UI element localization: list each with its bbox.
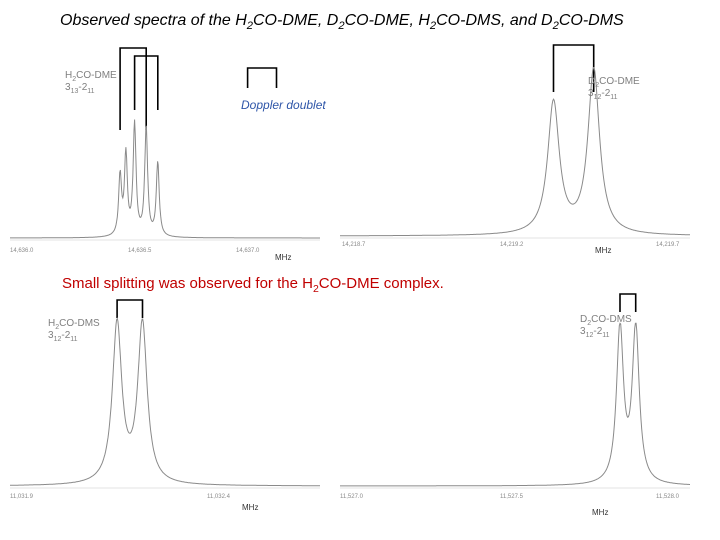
bracket-group	[116, 299, 144, 318]
transition-label: 313-211	[65, 82, 95, 95]
species-name: H2CO-DME	[65, 70, 117, 83]
x-axis-unit: MHz	[592, 508, 608, 517]
splitting-note: Small splitting was observed for the H2C…	[62, 275, 444, 295]
transition-label: 312-211	[48, 330, 78, 343]
splitting-bracket	[552, 44, 595, 92]
x-tick-label: 14,636.0	[10, 248, 34, 254]
transition-label: 312-211	[588, 88, 618, 101]
spectrum-trace	[10, 317, 320, 487]
x-tick-label: 11,032.4	[207, 494, 231, 500]
species-label: H2CO-DMS 312-211	[48, 318, 100, 343]
bracket-group	[552, 44, 595, 92]
spectrum-panel-d2co-dme: 14,218.7 14,219.2 14,219.7 MHz D2CO-DME …	[340, 40, 690, 265]
slide-title: Observed spectra of the H2CO-DME, D2CO-D…	[60, 12, 624, 33]
splitting-bracket	[116, 299, 144, 318]
spectrum-panel-h2co-dms: 11,031.9 11,032.4 MHz H2CO-DMS 312-211	[10, 299, 320, 520]
x-axis-unit: MHz	[595, 246, 611, 255]
bracket-group	[119, 47, 278, 130]
species-label: D2CO-DMS 312-211	[580, 314, 632, 339]
x-tick-label: 14,219.2	[500, 242, 524, 248]
species-label: H2CO-DME 313-211	[65, 70, 117, 95]
x-tick-label: 14,219.7	[656, 242, 680, 248]
spectrum-trace	[340, 66, 690, 237]
species-name: D2CO-DMS	[580, 314, 632, 327]
x-tick-label: 11,031.9	[10, 494, 34, 500]
x-tick-label: 14,636.5	[128, 248, 152, 254]
x-tick-label: 14,637.0	[236, 248, 260, 254]
x-tick-label: 14,218.7	[342, 242, 366, 248]
x-axis-unit: MHz	[275, 253, 291, 262]
spectrum-panel-h2co-dme: 14,636.0 14,636.5 14,637.0 MHz H2CO-DME …	[10, 40, 320, 265]
doppler-doublet-label: Doppler doublet	[241, 98, 326, 112]
spectrum-trace	[340, 322, 690, 487]
bracket-group	[619, 293, 637, 312]
x-tick-label: 11,527.0	[340, 494, 364, 500]
spectrum-chart: 14,636.0 14,636.5 14,637.0 MHz	[10, 47, 320, 262]
x-axis-unit: MHz	[242, 503, 258, 512]
x-tick-label: 11,528.0	[656, 494, 680, 500]
species-name: D2CO-DME	[588, 76, 640, 89]
splitting-bracket	[246, 67, 278, 88]
splitting-bracket	[119, 47, 147, 130]
splitting-bracket	[619, 293, 637, 312]
spectrum-chart: 14,218.7 14,219.2 14,219.7 MHz	[340, 44, 690, 255]
species-name: H2CO-DMS	[48, 318, 100, 331]
spectrum-chart: 11,527.0 11,527.5 11,528.0 MHz	[340, 293, 690, 517]
x-tick-label: 11,527.5	[500, 494, 524, 500]
spectrum-trace	[10, 119, 320, 239]
species-label: D2CO-DME 312-211	[588, 76, 640, 101]
spectrum-panel-d2co-dms: 11,527.0 11,527.5 11,528.0 MHz D2CO-DMS …	[340, 293, 690, 520]
splitting-bracket	[133, 55, 159, 110]
transition-label: 312-211	[580, 326, 610, 339]
spectrum-chart: 11,031.9 11,032.4 MHz	[10, 299, 320, 512]
